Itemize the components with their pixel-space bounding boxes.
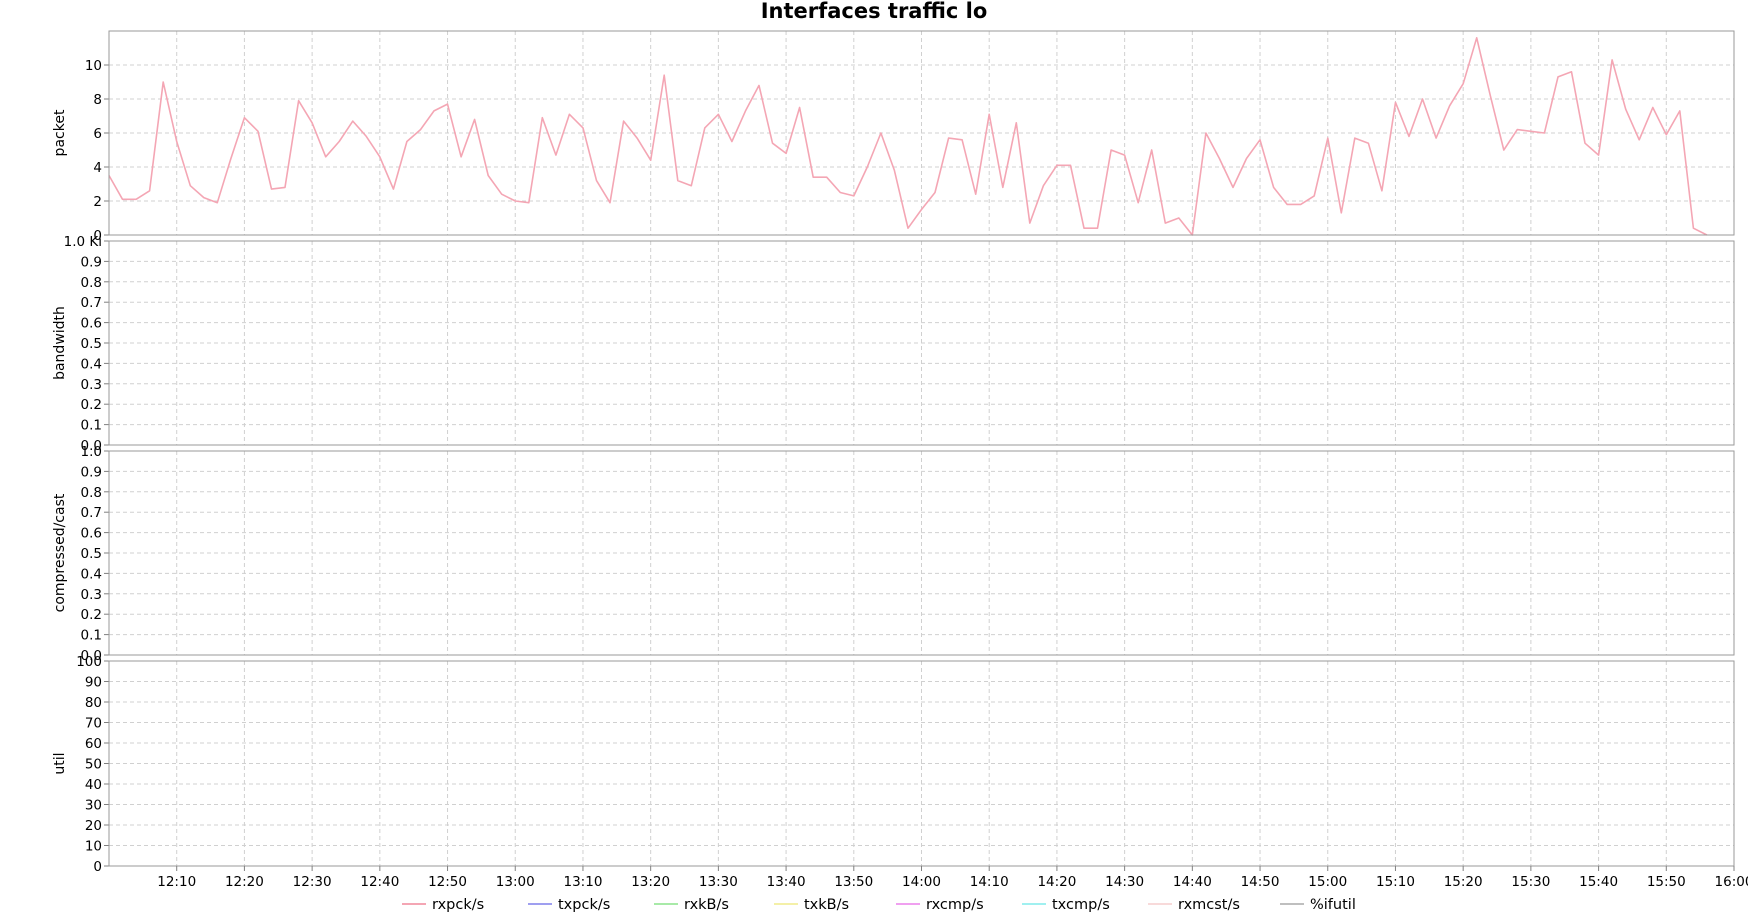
legend-item: txpck/s	[528, 897, 610, 913]
x-tick-label: 15:40	[1579, 874, 1618, 890]
legend-label: rxkB/s	[684, 897, 729, 913]
series-line-rxpcks	[108, 36, 1708, 236]
panel-border	[108, 30, 1735, 236]
x-tick-label: 12:20	[225, 874, 264, 890]
x-tick-label: 15:50	[1647, 874, 1686, 890]
x-tick-label: 12:30	[293, 874, 332, 890]
y-tick-label: 90	[85, 675, 102, 691]
y-tick-label: 100	[76, 654, 102, 670]
legend-item: rxpck/s	[402, 897, 484, 913]
y-tick-label: 0.2	[81, 397, 102, 413]
y-tick-label: 0.7	[81, 295, 102, 311]
y-tick-label: 0.0	[81, 438, 102, 454]
x-tick-label: 14:30	[1105, 874, 1144, 890]
y-tick-label: 70	[85, 716, 102, 732]
panel-util: 0 10 20 30 40 50 60 70 80 90 100 util	[52, 654, 1735, 875]
legend-item: txcmp/s	[1022, 897, 1110, 913]
legend-item: rxcmp/s	[896, 897, 984, 913]
x-tick-label: 15:30	[1511, 874, 1550, 890]
legend-label: txpck/s	[558, 897, 610, 913]
x-tick-label: 15:00	[1308, 874, 1347, 890]
y-tick-label: 30	[85, 798, 102, 814]
y-tick-label: 0.3	[81, 587, 102, 603]
y-tick-label: 0.4	[81, 356, 102, 372]
legend-label: txkB/s	[804, 897, 849, 913]
legend-item: rxmcst/s	[1148, 897, 1240, 913]
y-tick-label: 0.9	[81, 254, 102, 270]
x-tick-label: 14:20	[1037, 874, 1076, 890]
chart-title: Interfaces traffic lo	[761, 0, 988, 23]
y-tick-label: 1.0 Ki	[64, 234, 102, 250]
y-tick-label: 0.8	[81, 275, 102, 291]
y-tick-label: 50	[85, 757, 102, 773]
y-tick-label: 0.4	[81, 566, 102, 582]
y-tick-label: 0.7	[81, 505, 102, 521]
x-tick-label: 14:40	[1173, 874, 1212, 890]
x-tick-label: 14:50	[1241, 874, 1280, 890]
y-tick-label: 60	[85, 736, 102, 752]
y-tick-label: 0.0	[81, 648, 102, 664]
y-tick-label: 0.2	[81, 607, 102, 623]
y-tick-label: 8	[93, 92, 102, 108]
x-tick-label: 15:10	[1376, 874, 1415, 890]
x-tick-label: 13:10	[564, 874, 603, 890]
y-tick-label: 80	[85, 695, 102, 711]
y-axis-label: util	[52, 752, 68, 774]
y-tick-label: 6	[93, 126, 102, 142]
x-tick-label: 12:10	[157, 874, 196, 890]
x-tick-label: 12:40	[360, 874, 399, 890]
y-tick-label: 10	[85, 839, 102, 855]
y-tick-label: 20	[85, 818, 102, 834]
x-tick-label: 13:00	[496, 874, 535, 890]
y-tick-label: 10	[85, 58, 102, 74]
x-tick-label: 13:30	[699, 874, 738, 890]
legend-label: txcmp/s	[1052, 897, 1110, 913]
x-tick-label: 14:00	[902, 874, 941, 890]
y-tick-label: 0.6	[81, 526, 102, 542]
y-tick-label: 0.9	[81, 464, 102, 480]
y-axis-label: packet	[52, 109, 68, 156]
x-tick-label: 13:50	[834, 874, 873, 890]
legend-label: rxpck/s	[432, 897, 484, 913]
panel-packet: 0 2 4 6 8 10 packet	[52, 30, 1735, 244]
y-tick-label: 2	[93, 194, 102, 210]
y-tick-label: 1.0	[81, 444, 102, 460]
y-tick-label: 0.6	[81, 316, 102, 332]
x-tick-label: 13:20	[631, 874, 670, 890]
y-axis-label: bandwidth	[52, 306, 68, 380]
y-tick-label: 0	[93, 228, 102, 244]
x-tick-label: 13:40	[767, 874, 806, 890]
x-tick-label: 12:50	[428, 874, 467, 890]
panel-compressed-cast: 0.0 0.1 0.2 0.3 0.4 0.5 0.6 0.7 0.8 0.9 1.0 compres…	[52, 444, 1735, 664]
legend-label: %ifutil	[1310, 897, 1356, 913]
y-tick-label: 0.8	[81, 485, 102, 501]
legend-item: txkB/s	[774, 897, 849, 913]
y-tick-label: 0.3	[81, 377, 102, 393]
legend: rxpck/s txpck/s rxkB/s txkB/s rxcmp/s txcmp/s…	[402, 897, 1356, 913]
legend-item: rxkB/s	[654, 897, 729, 913]
y-tick-label: 4	[93, 160, 102, 176]
panel-border	[108, 450, 1735, 656]
panel-border	[108, 240, 1735, 446]
x-tick-label: 14:10	[970, 874, 1009, 890]
x-tick-label: 16:00	[1715, 874, 1748, 890]
y-tick-label: 40	[85, 777, 102, 793]
y-tick-label: 0.1	[81, 418, 102, 434]
y-tick-label: 0.5	[81, 336, 102, 352]
legend-label: rxcmp/s	[926, 897, 984, 913]
y-tick-label: 0.1	[81, 628, 102, 644]
legend-item: %ifutil	[1280, 897, 1356, 913]
panel-bandwidth: 0.0 0.1 0.2 0.3 0.4 0.5 0.6 0.7 0.8 0.9 1.0 Ki band…	[52, 234, 1735, 454]
legend-label: rxmcst/s	[1178, 897, 1240, 913]
y-tick-label: 0	[93, 859, 102, 875]
y-axis-label: compressed/cast	[52, 493, 68, 612]
x-tick-label: 15:20	[1444, 874, 1483, 890]
y-tick-label: 0.5	[81, 546, 102, 562]
